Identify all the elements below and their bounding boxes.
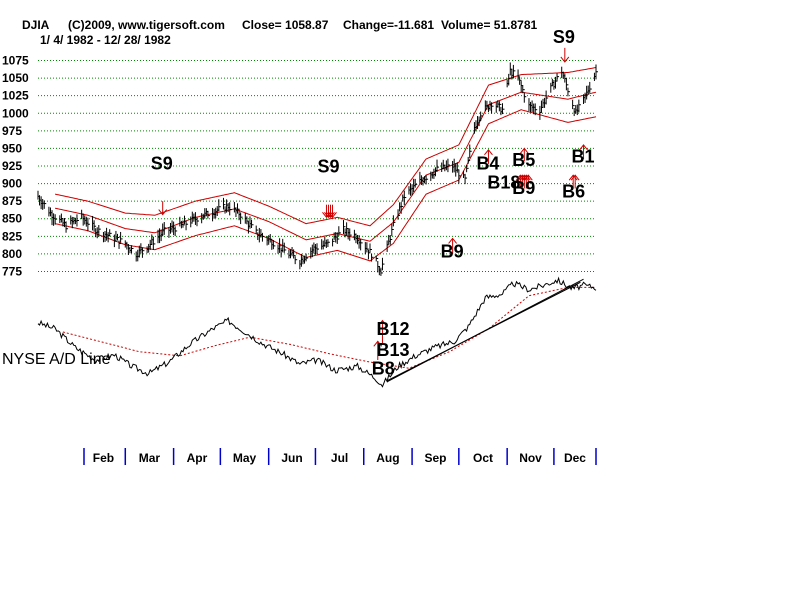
month-label: Oct [473,451,493,465]
signal-arrow-head [519,174,529,181]
chart-header: DJIA (C)2009, www.tigersoft.com Close= 1… [22,18,537,47]
header-symbol: DJIA [22,18,50,32]
month-label: Aug [376,451,399,465]
signal-arrow-head [579,144,588,151]
signal-label: B4 [476,154,499,174]
header-close: Close= 1058.87 [242,18,329,32]
ad-line-label: NYSE A/D Line [2,351,111,368]
signal-label: B6 [562,182,585,202]
signal-label: S9 [553,27,575,47]
signal-label: B9 [512,178,535,198]
signal-arrow-head [324,212,333,219]
y-tick-label: 925 [2,159,22,173]
y-tick-label: 850 [2,212,22,226]
ad-line-moving-average [62,286,596,369]
grid-lines [38,60,596,272]
y-tick-label: 1000 [2,106,29,120]
y-axis-labels: 775 800 825 850 875 900 925 950 975 1000 1025 1050 1… [2,54,29,279]
signal-label: S9 [317,156,339,176]
header-copyright: (C)2009, www.tigersoft.com [68,18,225,32]
signal-arrow-head [568,174,578,181]
y-tick-label: 975 [2,124,22,138]
month-label: Jul [331,451,348,465]
y-tick-label: 775 [2,264,22,278]
band-middle-band [55,91,597,242]
y-tick-label: 800 [2,247,22,261]
signal-arrow-head [570,174,580,181]
ad-line [37,276,597,388]
signal-arrow-head [448,237,457,244]
y-tick-label: 825 [2,229,22,243]
signal-label: B5 [512,150,535,170]
y-tick-label: 1075 [2,54,29,68]
signal-arrow-head [322,212,331,219]
y-tick-label: 1025 [2,89,29,103]
month-label: Apr [187,451,208,465]
signal-arrow-head [158,209,168,216]
signal-arrow-head [328,212,337,219]
signal-arrow-head [378,319,387,326]
signal-arrow-head [523,174,533,181]
band-upper-band [54,67,597,227]
y-tick-label: 1050 [2,71,29,85]
signal-arrow-head [326,212,335,219]
ad-trendline [386,278,584,383]
signal-arrow-head [560,56,570,63]
signal-arrow-head [515,174,525,181]
header-volume: Volume= 51.8781 [441,18,537,32]
signal-arrow-head [517,174,527,181]
month-label: Feb [93,451,114,465]
month-label: Dec [564,451,586,465]
band-lower-band [55,109,597,262]
signal-label: B9 [441,241,464,261]
signal-label: B18 [487,173,520,193]
month-label: Jun [281,451,302,465]
month-label: Nov [519,451,542,465]
header-change: Change=-11.681 [343,18,434,32]
header-date-range: 1/ 4/ 1982 - 12/ 28/ 1982 [40,33,171,47]
ad-signal-label: B12 [376,319,409,339]
signal-label: B1 [572,146,595,166]
y-tick-label: 875 [2,194,22,208]
signal-arrow-head [521,174,531,181]
signal-label: S9 [151,154,173,174]
ad-signal-label: B8 [372,358,395,378]
month-label: Sep [424,451,446,465]
month-axis: Feb Mar Apr May Jun Jul Aug Sep Oct Nov Dec [83,448,597,465]
bollinger-bands [54,67,597,262]
month-label: May [233,451,257,465]
signal-arrow-head [519,147,529,154]
month-label: Mar [139,451,161,465]
signal-arrow-head [373,340,383,347]
y-tick-label: 900 [2,177,22,191]
y-tick-label: 950 [2,141,22,155]
signal-arrow-head [484,149,493,156]
ad-signal-label: B13 [376,340,409,360]
price-bars [37,62,598,276]
